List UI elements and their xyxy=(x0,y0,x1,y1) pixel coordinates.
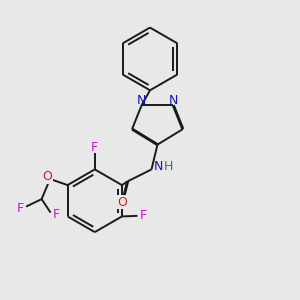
Text: N: N xyxy=(153,160,163,173)
Text: H: H xyxy=(164,160,173,173)
Text: F: F xyxy=(139,209,146,222)
Text: F: F xyxy=(91,141,98,154)
Text: N: N xyxy=(169,94,178,107)
Text: O: O xyxy=(43,170,52,183)
Text: F: F xyxy=(17,202,24,214)
Text: F: F xyxy=(52,208,59,220)
Text: N: N xyxy=(137,94,146,107)
Text: O: O xyxy=(118,196,128,209)
